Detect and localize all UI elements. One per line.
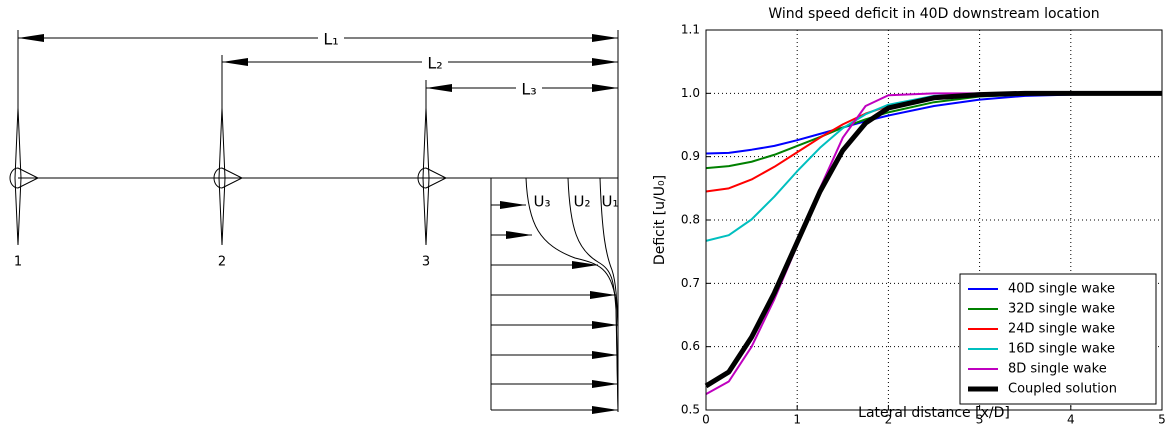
legend-label: 40D single wake	[1008, 282, 1115, 297]
legend-label: Coupled solution	[1008, 382, 1117, 397]
legend-label: 24D single wake	[1008, 322, 1115, 337]
x-axis-label: Lateral distance [x/D]	[858, 405, 1010, 421]
arrowhead	[222, 58, 248, 66]
wake-diagram: L₁ L₂ L₃ 1 2 3 U₃ U₂ U₁	[9, 28, 619, 414]
turbine-number: 3	[422, 255, 430, 270]
turbine-number: 1	[14, 255, 22, 270]
turbine-blade	[218, 107, 226, 246]
y-tick-label: 0.5	[681, 403, 700, 417]
dimension-label: L₁	[323, 30, 338, 49]
x-tick-label: 2	[885, 413, 893, 427]
arrowhead	[18, 34, 44, 42]
profile-u3	[525, 177, 619, 411]
legend-label: 32D single wake	[1008, 302, 1115, 317]
x-tick-label: 5	[1158, 413, 1166, 427]
arrowhead	[506, 231, 532, 239]
arrowhead	[590, 291, 616, 299]
turbine-blade	[14, 107, 22, 246]
x-tick-label: 1	[793, 413, 801, 427]
turbine-number: 2	[218, 255, 226, 270]
dimension-label: L₂	[427, 54, 442, 73]
arrowhead	[592, 58, 618, 66]
turbine-blade	[422, 107, 430, 246]
y-tick-label: 0.7	[681, 276, 700, 290]
x-tick-label: 3	[976, 413, 984, 427]
legend-label: 8D single wake	[1008, 362, 1107, 377]
arrowhead	[592, 84, 618, 92]
arrowhead	[572, 261, 598, 269]
arrowhead	[592, 406, 618, 414]
turbine-hub	[9, 167, 40, 189]
label-bg	[516, 78, 542, 98]
y-tick-label: 1.1	[681, 23, 700, 37]
arrowhead	[592, 34, 618, 42]
arrowhead	[592, 321, 618, 329]
legend-box	[959, 273, 1157, 405]
profile-arrows	[491, 201, 618, 414]
y-axis-label: Deficit [u/U₀]	[652, 175, 668, 265]
x-tick-label: 0	[702, 413, 710, 427]
legend-label: 16D single wake	[1008, 342, 1115, 357]
label-bg	[422, 52, 448, 72]
series-line	[704, 90, 1162, 389]
y-tick-label: 0.8	[681, 213, 700, 227]
y-tick-label: 1.0	[681, 86, 700, 100]
profile-label: U₃	[534, 193, 551, 211]
arrowhead	[426, 84, 452, 92]
turbine-hub	[417, 167, 448, 189]
y-tick-label: 0.9	[681, 149, 700, 163]
arrowhead	[592, 351, 618, 359]
profile-u1	[599, 177, 619, 410]
profile-label: U₂	[574, 193, 591, 211]
x-tick-label: 4	[1067, 413, 1075, 427]
plot-frame	[705, 29, 1163, 411]
turbine-hub	[213, 167, 244, 189]
label-bg	[318, 28, 344, 48]
dimension-label: L₃	[521, 80, 536, 99]
profile-u2	[567, 177, 619, 411]
arrowhead	[500, 201, 526, 209]
arrowhead	[592, 380, 618, 388]
profile-label: U₁	[602, 193, 619, 211]
y-tick-label: 0.6	[681, 339, 700, 353]
turbines: 1 2 3	[9, 107, 448, 270]
series-line	[705, 92, 1162, 193]
chart-title: Wind speed deficit in 40D downstream loc…	[768, 6, 1099, 22]
